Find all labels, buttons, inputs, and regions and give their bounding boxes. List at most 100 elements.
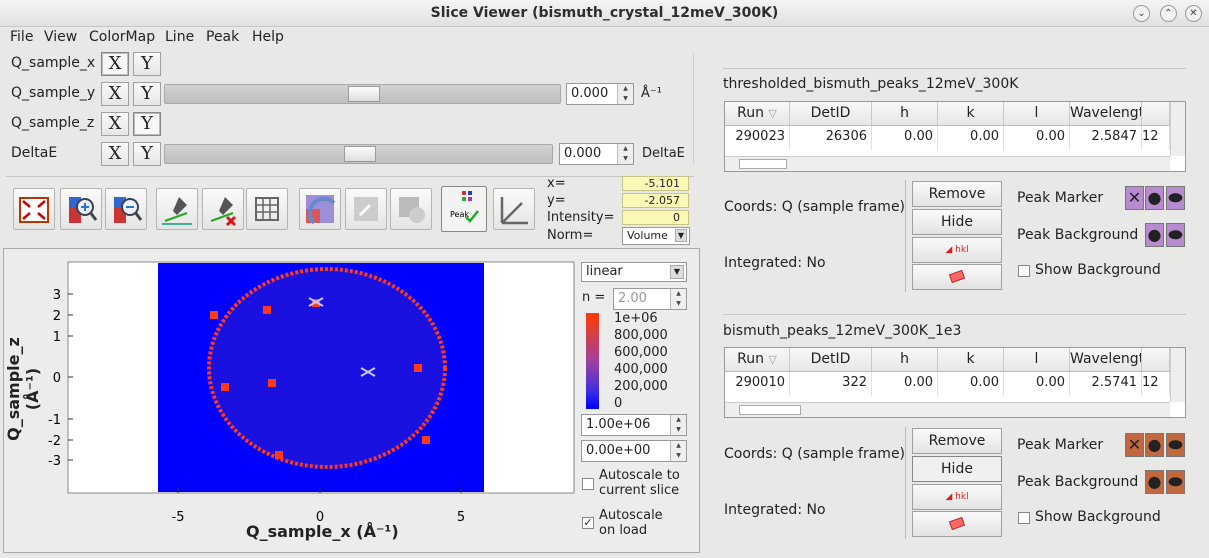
col-h[interactable]: h [872, 102, 938, 126]
ws1-remove-button[interactable]: Remove [912, 181, 1002, 207]
ws1-hkl-button[interactable]: ◢ hkl [912, 237, 1002, 263]
spin-arrows-icon[interactable]: ▲ ▼ [617, 144, 633, 164]
cell[interactable]: 0.00 [872, 126, 938, 150]
ws2-show-bg-checkbox[interactable] [1018, 512, 1030, 524]
dim3-x-button[interactable]: X [101, 142, 129, 166]
minimize-button[interactable]: ⌄ [1133, 5, 1150, 22]
spin-arrows-icon[interactable]: ▲ ▼ [670, 415, 686, 435]
dim2-y-button[interactable]: Y [133, 112, 161, 136]
colorscale-select[interactable]: linear ▼ [581, 262, 687, 282]
cell[interactable]: 0.00 [938, 372, 1004, 396]
cell[interactable]: 0.00 [872, 372, 938, 396]
ws2-hkl-button[interactable]: ◢ hkl [912, 484, 1002, 510]
col-k[interactable]: k [938, 348, 1004, 372]
nonorthogonal-axes-button[interactable] [493, 188, 535, 230]
cb-max-spinbox[interactable]: 1.00e+06 ▲ ▼ [581, 414, 687, 436]
autoscale-slice-checkbox[interactable] [582, 478, 594, 490]
menu-colormap[interactable]: ColorMap [89, 29, 156, 45]
autoscale-load-checkbox[interactable]: ✓ [582, 516, 594, 529]
scroll-thumb[interactable] [739, 159, 787, 169]
ws1-marker-ellipse-button[interactable]: ⬬ [1166, 186, 1185, 210]
line-button[interactable] [156, 188, 198, 230]
ws2-marker-ellipse-button[interactable]: ⬬ [1166, 433, 1185, 457]
lock-rebin-button[interactable] [390, 188, 432, 230]
peak-overlay-button[interactable]: Peak [441, 186, 487, 232]
col-wavelength[interactable]: Wavelength [1070, 348, 1142, 372]
scroll-thumb[interactable] [739, 405, 801, 415]
dim3-y-button[interactable]: Y [133, 142, 161, 166]
slider-handle[interactable] [348, 86, 380, 102]
rebin-button[interactable] [299, 188, 341, 230]
col-more[interactable] [1142, 102, 1170, 126]
ws2-hide-button[interactable]: Hide [912, 456, 1002, 482]
dim1-slider[interactable] [164, 84, 561, 104]
ws1-clear-button[interactable] [912, 264, 1002, 290]
zoom-out-button[interactable] [105, 188, 147, 230]
menu-file[interactable]: File [10, 29, 34, 45]
slider-handle[interactable] [344, 146, 376, 162]
spin-arrows-icon[interactable]: ▲ ▼ [617, 84, 633, 104]
ws2-marker-circle-button[interactable]: ● [1145, 433, 1164, 457]
cell[interactable]: 0.00 [938, 126, 1004, 150]
cell[interactable]: 26306 [790, 126, 872, 150]
norm-select[interactable]: Volume ▼ [622, 227, 690, 245]
dim0-y-button[interactable]: Y [133, 52, 161, 76]
refresh-rebin-button[interactable] [345, 188, 387, 230]
maximize-button[interactable]: ⌃ [1160, 5, 1177, 22]
col-wavelength[interactable]: Wavelength [1070, 102, 1142, 126]
dim1-x-button[interactable]: X [101, 82, 129, 106]
ws1-show-bg-checkbox[interactable] [1018, 265, 1030, 277]
cb-min-spinbox[interactable]: 0.00e+00 ▲ ▼ [581, 440, 687, 462]
cell[interactable]: 2.5741 [1070, 372, 1142, 396]
vertical-scrollbar[interactable] [1170, 348, 1185, 402]
col-detid[interactable]: DetID [790, 348, 872, 372]
ws2-bg-circle-button[interactable]: ● [1145, 470, 1164, 494]
dim3-slider[interactable] [164, 144, 553, 164]
vertical-scrollbar[interactable] [1170, 102, 1185, 156]
spin-arrows-icon[interactable]: ▲ ▼ [670, 441, 686, 461]
col-more[interactable] [1142, 348, 1170, 372]
ws2-table[interactable]: Run ▽ DetID h k l Wavelength 290010 322 … [724, 347, 1186, 418]
col-h[interactable]: h [872, 348, 938, 372]
ws1-table[interactable]: Run ▽ DetID h k l Wavelength 290023 2630… [724, 101, 1186, 172]
cell[interactable]: 0.00 [1004, 126, 1070, 150]
dim3-value-spinbox[interactable]: 0.000 ▲ ▼ [559, 143, 634, 165]
ws2-bg-ellipse-button[interactable]: ⬬ [1166, 470, 1185, 494]
horizontal-scrollbar[interactable] [725, 402, 1170, 417]
spin-arrows-icon[interactable]: ▲ ▼ [670, 289, 686, 309]
zoom-full-button[interactable] [13, 188, 55, 230]
cell[interactable]: 322 [790, 372, 872, 396]
dim1-value-spinbox[interactable]: 0.000 ▲ ▼ [566, 83, 634, 105]
ws2-remove-button[interactable]: Remove [912, 428, 1002, 454]
n-spinbox[interactable]: 2.00 ▲ ▼ [613, 288, 687, 310]
ws2-clear-button[interactable] [912, 511, 1002, 537]
col-k[interactable]: k [938, 102, 1004, 126]
col-l[interactable]: l [1004, 102, 1070, 126]
close-button[interactable]: ✕ [1185, 5, 1202, 22]
cell[interactable]: 290010 [725, 372, 790, 396]
zoom-in-button[interactable] [60, 188, 102, 230]
col-detid[interactable]: DetID [790, 102, 872, 126]
grid-button[interactable] [246, 188, 288, 230]
dim2-x-button[interactable]: X [101, 112, 129, 136]
cell[interactable]: 0.00 [1004, 372, 1070, 396]
col-l[interactable]: l [1004, 348, 1070, 372]
menu-view[interactable]: View [44, 29, 78, 45]
cell[interactable]: 290023 [725, 126, 790, 150]
col-run[interactable]: Run ▽ [725, 102, 790, 126]
ws1-marker-x-button[interactable]: ✕ [1125, 186, 1144, 210]
dim1-y-button[interactable]: Y [133, 82, 161, 106]
ws1-marker-circle-button[interactable]: ● [1145, 186, 1164, 210]
cell[interactable]: 12 [1142, 126, 1170, 150]
dim0-x-button[interactable]: X [101, 52, 129, 76]
ws1-hide-button[interactable]: Hide [912, 209, 1002, 235]
ws1-bg-ellipse-button[interactable]: ⬬ [1166, 223, 1185, 247]
col-run[interactable]: Run ▽ [725, 348, 790, 372]
ws2-marker-x-button[interactable]: ✕ [1125, 433, 1144, 457]
horizontal-scrollbar[interactable] [725, 156, 1170, 171]
cell[interactable]: 2.5847 [1070, 126, 1142, 150]
menu-line[interactable]: Line [165, 29, 195, 45]
menu-peak[interactable]: Peak [206, 29, 240, 45]
clear-line-button[interactable] [202, 188, 244, 230]
cell[interactable]: 12 [1142, 372, 1170, 396]
